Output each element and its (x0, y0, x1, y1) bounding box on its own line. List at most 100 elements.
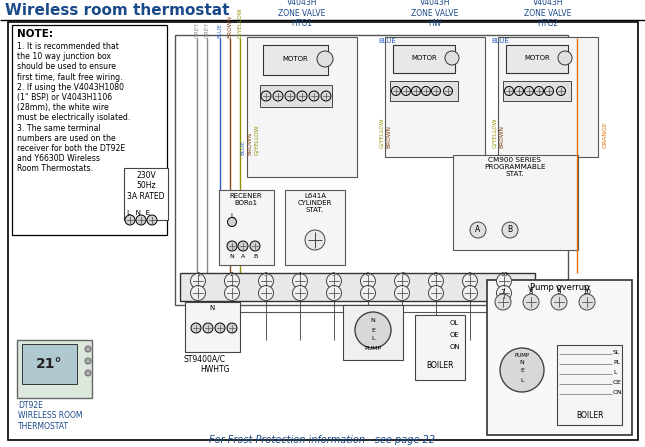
Circle shape (203, 323, 213, 333)
Text: PL: PL (613, 360, 620, 365)
Text: 5: 5 (332, 271, 336, 277)
Circle shape (297, 91, 307, 101)
Text: B: B (508, 225, 513, 235)
Text: Pump overrun: Pump overrun (530, 283, 590, 292)
Text: BROWN: BROWN (248, 132, 252, 155)
Text: PUMP: PUMP (515, 353, 530, 358)
Circle shape (524, 87, 533, 96)
Circle shape (544, 87, 553, 96)
Text: ST9400A/C: ST9400A/C (183, 355, 225, 364)
Circle shape (326, 274, 341, 288)
Circle shape (190, 274, 206, 288)
Text: MOTOR: MOTOR (411, 55, 437, 61)
Text: 230V
50Hz
3A RATED: 230V 50Hz 3A RATED (127, 171, 164, 201)
Circle shape (238, 241, 248, 251)
Circle shape (515, 87, 524, 96)
Bar (506, 45, 568, 73)
Text: Room Thermostats.: Room Thermostats. (17, 164, 93, 173)
Text: For Frost Protection information - see page 22: For Frost Protection information - see p… (209, 435, 435, 445)
Text: 10: 10 (582, 289, 591, 295)
Bar (385, 37, 485, 157)
Text: BLUE: BLUE (378, 38, 396, 44)
Circle shape (147, 215, 157, 225)
Text: L: L (372, 337, 375, 342)
Text: must be electrically isolated.: must be electrically isolated. (17, 114, 130, 122)
Bar (219, 190, 274, 265)
Circle shape (125, 215, 135, 225)
Text: ON: ON (613, 390, 623, 395)
Text: MOTOR: MOTOR (282, 56, 308, 62)
Text: the 10 way junction box: the 10 way junction box (17, 52, 111, 61)
Text: BOILER: BOILER (426, 361, 453, 370)
Circle shape (215, 323, 225, 333)
Text: 2: 2 (230, 271, 234, 277)
Text: Wireless room thermostat: Wireless room thermostat (5, 3, 230, 18)
Circle shape (273, 91, 283, 101)
Text: OL: OL (450, 320, 459, 326)
Circle shape (502, 222, 518, 238)
Text: N: N (371, 319, 375, 324)
Text: BROWN: BROWN (228, 15, 232, 38)
Text: L: L (521, 378, 524, 383)
Text: HWHTG: HWHTG (200, 365, 230, 374)
Bar (453, 155, 578, 250)
Bar (175, 35, 568, 305)
Text: BROWN: BROWN (386, 125, 392, 148)
Bar (260, 85, 332, 107)
Circle shape (85, 358, 91, 364)
Text: 2. If using the V4043H1080: 2. If using the V4043H1080 (17, 83, 124, 92)
Text: L641A
CYLINDER
STAT.: L641A CYLINDER STAT. (298, 193, 332, 213)
Text: B: B (253, 254, 257, 259)
Circle shape (227, 241, 237, 251)
Text: BLUE: BLUE (217, 23, 223, 38)
Text: BLUE: BLUE (491, 38, 509, 44)
Circle shape (497, 274, 511, 288)
Text: G/YELLOW: G/YELLOW (237, 8, 243, 38)
Text: A: A (241, 254, 245, 259)
Bar (185, 302, 240, 352)
Text: BROWN: BROWN (499, 125, 504, 148)
Text: (1" BSP) or V4043H1106: (1" BSP) or V4043H1106 (17, 93, 112, 102)
Text: BLUE: BLUE (241, 140, 246, 155)
Bar (17, 340, 92, 398)
Text: ORANGE: ORANGE (602, 121, 608, 148)
Circle shape (432, 87, 441, 96)
Text: 1. It is recommended that: 1. It is recommended that (17, 42, 119, 51)
Circle shape (136, 215, 146, 225)
Circle shape (470, 222, 486, 238)
Circle shape (428, 286, 444, 300)
Bar (487, 280, 632, 435)
Text: 3. The same terminal: 3. The same terminal (17, 124, 101, 133)
Circle shape (285, 91, 295, 101)
Circle shape (85, 346, 91, 352)
Circle shape (523, 294, 539, 310)
Circle shape (361, 274, 375, 288)
Circle shape (444, 87, 453, 96)
Circle shape (401, 87, 410, 96)
Bar (393, 45, 455, 73)
Bar (557, 345, 622, 425)
Circle shape (551, 294, 567, 310)
Circle shape (292, 286, 308, 300)
Text: L  N  E: L N E (127, 210, 150, 216)
Bar (415, 315, 465, 380)
Bar (247, 37, 357, 177)
Circle shape (224, 286, 239, 300)
Text: should be used to ensure: should be used to ensure (17, 63, 116, 72)
Bar (503, 81, 571, 101)
Bar (22, 344, 77, 384)
Text: OE: OE (450, 332, 460, 338)
Bar (343, 305, 403, 360)
Text: MOTOR: MOTOR (524, 55, 550, 61)
Text: E: E (371, 328, 375, 333)
Text: 1: 1 (196, 271, 200, 277)
Text: 21°: 21° (35, 357, 63, 371)
Text: and Y6630D Wireless: and Y6630D Wireless (17, 154, 100, 163)
Text: 9: 9 (557, 289, 561, 295)
Circle shape (504, 87, 513, 96)
Circle shape (228, 218, 237, 227)
Circle shape (392, 87, 401, 96)
Text: 10: 10 (500, 271, 508, 277)
Circle shape (305, 230, 325, 250)
Circle shape (412, 87, 421, 96)
